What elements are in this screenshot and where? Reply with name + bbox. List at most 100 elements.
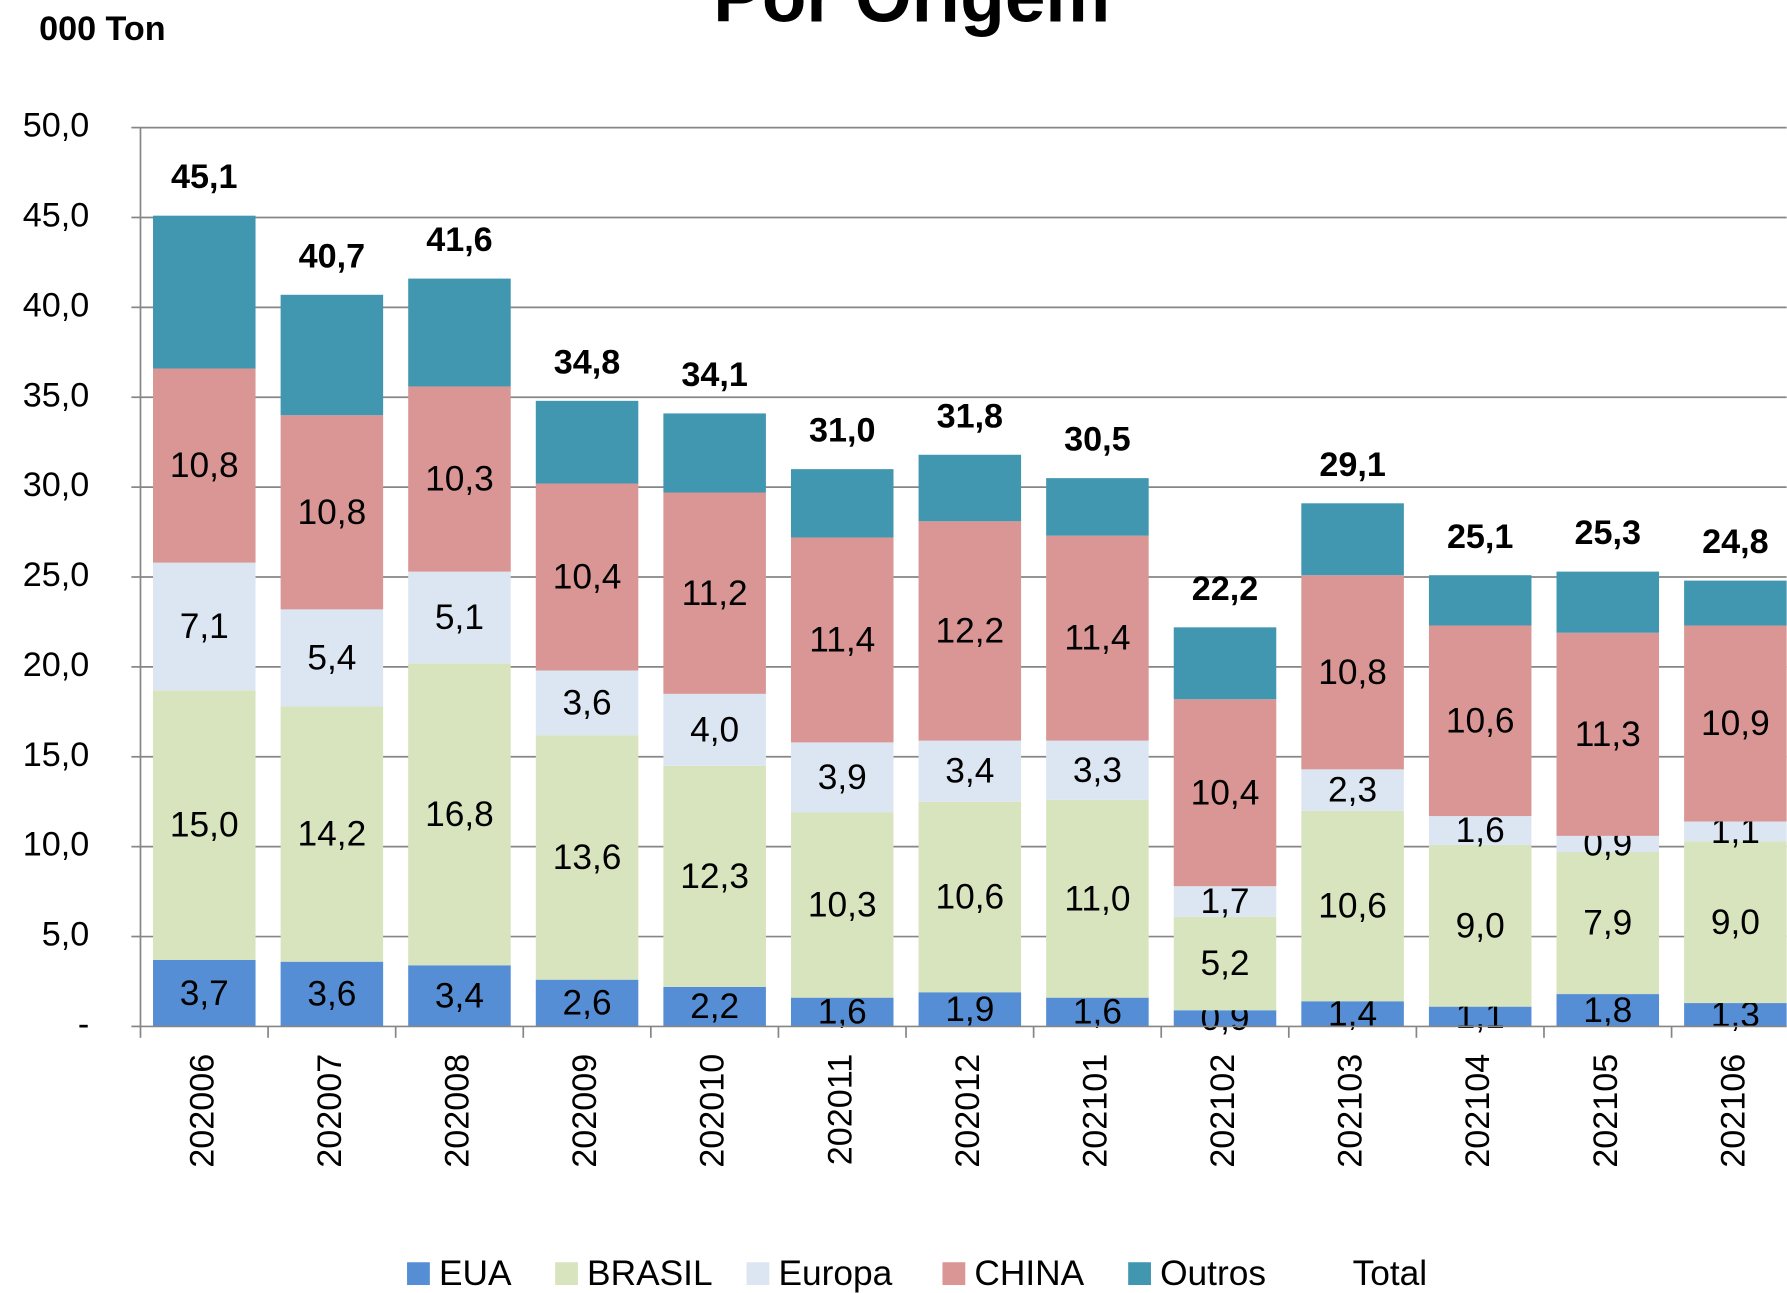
total-label: 29,1 (1319, 446, 1385, 484)
bar-segment (1173, 699, 1277, 887)
bar-segment (918, 992, 1022, 1027)
data-label: 9,0 (1456, 906, 1505, 945)
bar-segment (153, 368, 256, 563)
bar-segment (663, 413, 766, 493)
bar-segment (153, 959, 256, 1027)
bar-segment (1556, 994, 1660, 1027)
data-label: 10,3 (425, 460, 494, 499)
bar-segment (153, 215, 256, 369)
legend-label: Outros (1160, 1254, 1266, 1293)
y-tick-label: 40,0 (23, 286, 89, 324)
data-label: 13,6 (553, 838, 622, 877)
x-tick-label: 202007 (311, 1054, 349, 1168)
bar-segment (918, 454, 1022, 522)
total-label: 45,1 (171, 158, 237, 196)
bar-segment (1301, 810, 1404, 1002)
y-tick-label: 45,0 (23, 197, 89, 235)
data-label: 1,6 (1073, 993, 1122, 1032)
data-label: 2,2 (690, 987, 739, 1026)
legend-swatch (746, 1262, 770, 1286)
data-label: 10,8 (1318, 653, 1387, 692)
legend-swatch (407, 1262, 430, 1286)
legend-swatch (555, 1262, 578, 1286)
bar-segment (918, 801, 1022, 993)
data-label: 1,8 (1583, 991, 1632, 1030)
data-label: 3,9 (818, 758, 867, 797)
total-label: 30,5 (1064, 421, 1130, 459)
data-label: 10,8 (298, 493, 367, 532)
data-label: 3,6 (563, 683, 612, 722)
x-tick-label: 202006 (183, 1054, 221, 1168)
y-tick-label: 10,0 (23, 826, 89, 864)
data-label: 12,3 (680, 857, 749, 896)
data-label: 10,3 (808, 886, 877, 925)
x-tick-label: 202106 (1714, 1054, 1752, 1168)
data-label: 2,6 (563, 984, 612, 1023)
bar-segment (1556, 835, 1660, 853)
x-tick-label: 202104 (1459, 1054, 1497, 1168)
bar-segment (1173, 886, 1277, 917)
total-label: 34,8 (554, 343, 620, 381)
data-label: 14,2 (298, 815, 367, 854)
data-label: 3,3 (1073, 751, 1122, 790)
data-label: 1,7 (1200, 882, 1249, 921)
data-label: 3,7 (180, 974, 229, 1013)
bar-segment (1046, 997, 1149, 1027)
bar-segment (280, 609, 384, 707)
bar-segment (1046, 799, 1149, 998)
bar-segment (1301, 1001, 1404, 1027)
bar-segment (1301, 503, 1404, 576)
legend-swatch (1128, 1262, 1151, 1286)
data-label: 10,4 (553, 558, 622, 597)
data-label: 11,4 (1064, 619, 1130, 658)
data-label: 11,4 (809, 621, 875, 660)
data-label: 7,9 (1583, 904, 1632, 943)
bar-segment (535, 483, 639, 671)
bar-segment (280, 294, 384, 416)
y-tick-label: 50,0 (23, 107, 89, 145)
bar-segment (1684, 1003, 1787, 1027)
bar-segment (663, 765, 766, 987)
data-label: 1,6 (1456, 811, 1505, 850)
data-label: 3,6 (307, 975, 356, 1014)
bar-segment (1428, 1006, 1532, 1027)
y-tick-label: - (78, 1005, 89, 1043)
bar-segment (280, 706, 384, 962)
data-label: 4,0 (690, 710, 739, 749)
bar-segment (1684, 841, 1787, 1004)
legend-label: CHINA (974, 1254, 1084, 1293)
data-label: 3,4 (435, 976, 484, 1015)
bar-segment (1301, 575, 1404, 770)
data-label: 9,0 (1711, 903, 1760, 942)
data-label: 7,1 (180, 607, 229, 646)
bar-segment (1428, 625, 1532, 817)
bar-segment (663, 693, 766, 766)
bar-segment (1046, 535, 1149, 741)
bar-segment (408, 663, 511, 966)
bar-segment (1173, 916, 1277, 1011)
bar-segment (1173, 1010, 1277, 1027)
total-label: 31,8 (937, 397, 1003, 435)
total-label: 41,6 (426, 221, 492, 259)
bar-segment (1556, 852, 1660, 995)
bar-segment (790, 812, 894, 998)
bar-segment (1428, 844, 1532, 1007)
data-label: 2,3 (1328, 771, 1377, 810)
y-tick-label: 15,0 (23, 736, 89, 774)
data-label: 1,6 (818, 993, 867, 1032)
legend-label: Europa (778, 1254, 892, 1293)
data-label: 16,8 (425, 795, 494, 834)
data-label: 5,1 (435, 598, 484, 637)
legend-label: BRASIL (587, 1254, 713, 1293)
data-label: 3,4 (945, 752, 994, 791)
data-label: 11,0 (1064, 879, 1130, 918)
bar-segment (1684, 580, 1787, 626)
bar-segment (535, 735, 639, 980)
x-tick-label: 202008 (438, 1054, 476, 1168)
bar-segment (1556, 571, 1660, 633)
bar-segment (790, 469, 894, 538)
legend-label: EUA (439, 1254, 512, 1293)
data-label: 5,2 (1200, 944, 1249, 983)
bar-segment (790, 997, 894, 1027)
data-label: 11,3 (1575, 715, 1641, 754)
